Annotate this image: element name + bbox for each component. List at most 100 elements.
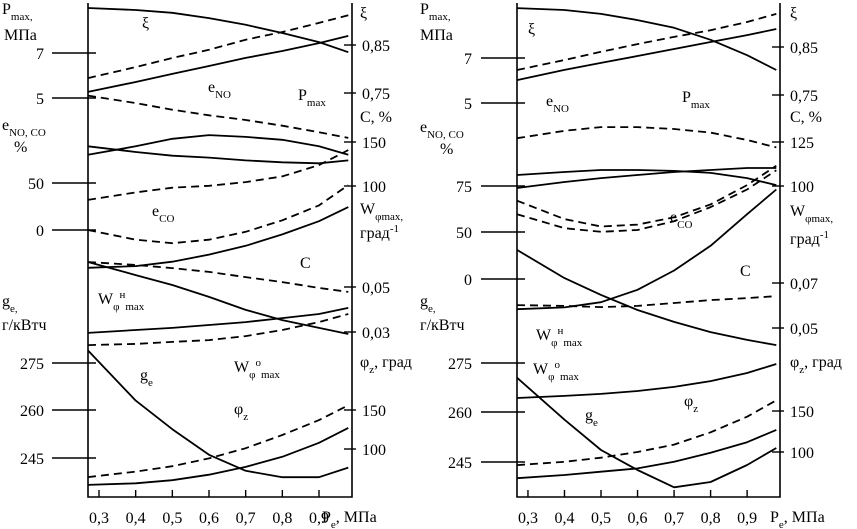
- curve-label-part: e: [152, 203, 159, 220]
- curve: [516, 399, 777, 466]
- curve: [516, 363, 777, 399]
- axis-title-part: W: [360, 201, 376, 218]
- curve-label-part: o: [255, 357, 261, 369]
- curve-label-part: ξ: [142, 15, 149, 32]
- axis-title: Wφmax,: [360, 201, 403, 223]
- axis-title-part: ξ: [790, 5, 797, 22]
- curve-label-part: φ: [234, 401, 243, 418]
- curve-label-part: φ: [113, 301, 119, 313]
- curve-label: Wφнmax: [536, 325, 583, 349]
- curve: [516, 28, 777, 81]
- axis-title: %: [14, 139, 27, 156]
- y-tick-label: 5: [36, 91, 44, 108]
- y-tick-label: 275: [448, 356, 472, 373]
- axis-title-part: C, %: [360, 109, 392, 126]
- curve: [87, 14, 349, 79]
- y-tick-label: 150: [362, 135, 386, 152]
- axis-title-part: -1: [390, 223, 399, 235]
- axis-title: φz, град: [360, 354, 412, 376]
- axis-title: МПа: [4, 27, 37, 44]
- x-tick-label: 0,7: [236, 510, 256, 527]
- y-tick-label: 275: [20, 356, 44, 373]
- curve-label-part: н: [119, 289, 125, 301]
- curve-label: φz: [234, 401, 248, 423]
- y-tick-label: 100: [362, 442, 386, 459]
- axis-title: C, %: [360, 109, 392, 126]
- curve-label-part: W: [98, 291, 114, 308]
- x-tick-label: 0,9: [737, 510, 757, 527]
- curve-label-part: C: [300, 255, 311, 272]
- curve-label-part: W: [533, 361, 549, 378]
- curve: [87, 7, 349, 54]
- curve: [87, 404, 349, 478]
- x-tick-label: 0,5: [591, 510, 611, 527]
- axis-title-part: z: [799, 364, 804, 376]
- axis-title-part: , град: [374, 354, 412, 371]
- x-tick-label: 0,6: [628, 510, 648, 527]
- axis-title: Wφmax,: [790, 203, 833, 225]
- curve: [87, 261, 349, 293]
- axis-title: град-1: [790, 229, 829, 248]
- curve: [516, 295, 777, 308]
- x-axis-label-part: , МПа: [784, 509, 825, 526]
- curve-label-part: max: [560, 371, 579, 383]
- curve-label-part: g: [140, 367, 148, 384]
- curve-label-part: e: [546, 93, 553, 110]
- curve-label-part: max: [563, 337, 582, 349]
- curve-label-part: φ: [684, 393, 693, 410]
- axis-title-part: -1: [820, 229, 829, 241]
- curve-label: Wφomax: [234, 357, 280, 381]
- x-axis-label-part: P: [322, 509, 331, 526]
- x-tick-label: 0,8: [701, 510, 721, 527]
- axis-title-part: NO, CO: [9, 127, 46, 139]
- curve-label: eNO: [546, 93, 569, 115]
- y-tick-label: 0,85: [362, 38, 390, 55]
- x-tick-label: 0,9: [309, 510, 329, 527]
- axis-title-part: P: [420, 1, 429, 18]
- curve: [516, 429, 777, 480]
- axis-title-part: φ: [790, 354, 799, 371]
- curve: [516, 169, 777, 233]
- axis-title-part: %: [14, 139, 27, 156]
- curve: [516, 249, 777, 346]
- axis-title: г/кВтч: [420, 317, 465, 334]
- x-tick-label: 0,5: [162, 510, 182, 527]
- axis-title: φz, град: [790, 354, 842, 376]
- curve-label-part: н: [557, 325, 563, 337]
- curve-label-part: CO: [677, 219, 692, 231]
- axis-title-part: e: [2, 117, 9, 134]
- curve-label-part: C: [740, 263, 751, 280]
- curve-label: ξ: [142, 15, 149, 32]
- axis-title: МПа: [420, 27, 453, 44]
- curve-label-part: o: [554, 359, 560, 371]
- y-tick-label: 50: [456, 225, 472, 242]
- x-tick-label: 0,3: [518, 510, 538, 527]
- curve: [87, 307, 349, 334]
- y-tick-label: 7: [464, 51, 472, 68]
- curve-label-part: e: [670, 209, 677, 226]
- y-tick-label: 125: [790, 135, 814, 152]
- curve: [516, 7, 777, 71]
- axis-title: Pmax,: [420, 1, 451, 23]
- axis-title-part: g: [420, 293, 428, 310]
- curve-label: Pmax: [682, 89, 710, 111]
- curve: [516, 169, 777, 186]
- y-tick-label: 0,85: [790, 40, 818, 57]
- frame: [87, 3, 353, 498]
- frame: [516, 3, 781, 498]
- curve-label-part: φ: [249, 369, 255, 381]
- axis-title-part: МПа: [420, 27, 453, 44]
- curve: [516, 167, 777, 189]
- axis-title-part: φmax,: [375, 211, 403, 223]
- x-axis-label-part: e: [331, 519, 336, 529]
- curve-label: eCO: [670, 209, 692, 231]
- axis-title: ge,: [2, 293, 18, 315]
- curve: [516, 126, 777, 149]
- x-axis-label: Pe, МПа: [322, 509, 377, 529]
- curve-label-part: max: [261, 369, 280, 381]
- x-tick-label: 0,7: [664, 510, 684, 527]
- curve-label-part: W: [234, 359, 250, 376]
- y-tick-label: 260: [20, 403, 44, 420]
- curve: [87, 184, 349, 245]
- y-tick-label: 0,05: [362, 280, 390, 297]
